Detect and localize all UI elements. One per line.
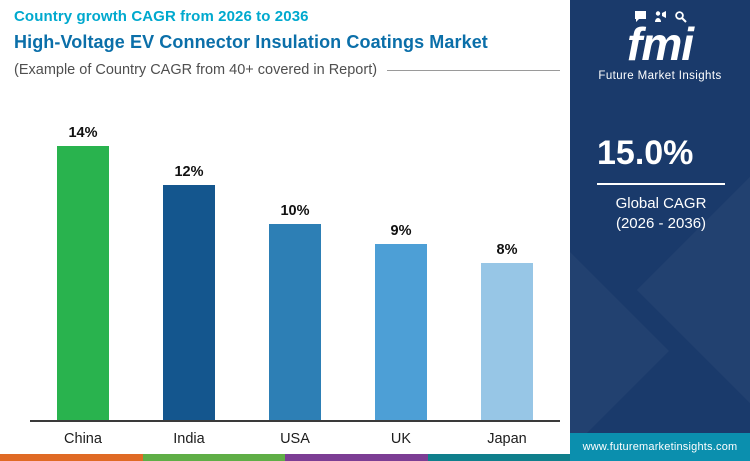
header: Country growth CAGR from 2026 to 2036 Hi…: [14, 8, 560, 78]
footer-strip-segment-4: [427, 454, 570, 461]
chat-bubble-icon: [634, 10, 647, 23]
bar-uk: [375, 244, 427, 420]
footer-strip-segment-1: [0, 454, 143, 461]
footer-color-strip: [0, 454, 570, 461]
sidebar: fmi Future Market Insights 15.0% Global …: [570, 0, 750, 461]
global-cagr-block: 15.0% Global CAGR (2026 - 2036): [570, 134, 750, 235]
magnifier-person-icon: [674, 10, 687, 23]
cagr-divider-line: [597, 183, 725, 185]
x-axis-labels: China India USA UK Japan: [30, 422, 560, 447]
chart-subtitle: (Example of Country CAGR from 40+ covere…: [14, 62, 378, 78]
bar-value-label-uk: 9%: [390, 223, 412, 239]
brand-name: Future Market Insights: [598, 70, 722, 82]
x-axis-label-india: India: [173, 431, 205, 447]
x-axis-label-usa: USA: [280, 431, 310, 447]
bar-column-india: 12%: [136, 118, 242, 420]
bar-value-label-usa: 10%: [280, 203, 310, 219]
plot-area: 14% 12% 10% 9% 8%: [30, 118, 560, 422]
bar-usa: [269, 224, 321, 420]
footer-strip-segment-3: [285, 454, 428, 461]
footer-strip-segment-2: [142, 454, 285, 461]
fmi-logo: fmi Future Market Insights: [570, 0, 750, 82]
page-title: High-Voltage EV Connector Insulation Coa…: [14, 32, 488, 52]
bar-india: [163, 185, 215, 420]
subtitle-row: (Example of Country CAGR from 40+ covere…: [14, 62, 560, 78]
announcer-person-icon: [654, 10, 667, 23]
bar-value-label-india: 12%: [174, 164, 204, 180]
bar-chart: 14% 12% 10% 9% 8% China India USA UK Japan: [30, 118, 560, 447]
bar-column-uk: 9%: [348, 118, 454, 420]
bar-column-japan: 8%: [454, 118, 560, 420]
bar-column-usa: 10%: [242, 118, 348, 420]
bar-value-label-china: 14%: [68, 125, 98, 141]
logo-icons: [570, 10, 750, 23]
subtitle-divider-line: [387, 69, 560, 71]
bar-japan: [481, 263, 533, 420]
chart-eyebrow: Country growth CAGR from 2026 to 2036: [14, 8, 309, 25]
fmi-logo-text: fmi: [627, 18, 694, 70]
global-cagr-label: Global CAGR: [615, 195, 707, 212]
x-axis-label-japan: Japan: [487, 431, 527, 447]
x-axis-label-uk: UK: [390, 431, 412, 447]
global-cagr-period: (2026 - 2036): [615, 215, 707, 233]
x-axis-label-china: China: [64, 431, 102, 447]
bar-column-china: 14%: [30, 118, 136, 420]
global-cagr-value: 15.0%: [597, 134, 694, 172]
bar-value-label-japan: 8%: [496, 242, 518, 258]
bar-china: [57, 146, 109, 420]
website-url: www.futuremarketinsights.com: [570, 433, 750, 461]
